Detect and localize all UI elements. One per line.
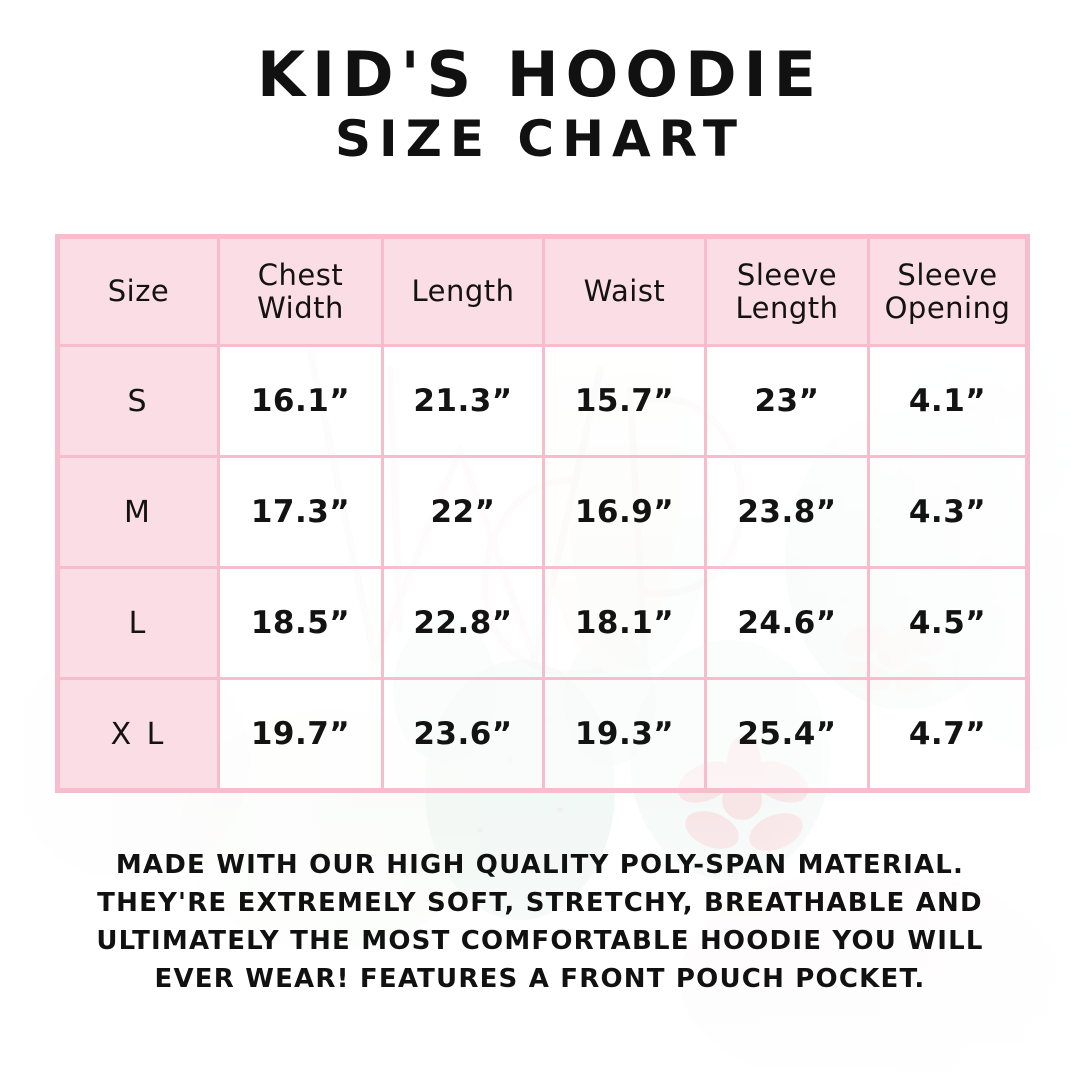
- cell-sleeve-length: 25.4”: [704, 677, 870, 792]
- cell-waist: 18.1”: [542, 566, 707, 680]
- size-chart-table-container: Size Chest Width Length Waist Sleeve Len: [55, 234, 1030, 793]
- description-line-4: EVER WEAR! FEATURES A FRONT POUCH POCKET…: [154, 964, 926, 994]
- title-line-1: KID'S HOODIE: [257, 38, 823, 111]
- cell-length: 22.8”: [381, 566, 545, 680]
- column-header-sleeve-opening-line1: Sleeve: [897, 258, 998, 293]
- column-header-sleeve-length: Sleeve Length: [704, 235, 870, 347]
- column-header-size: Size: [56, 235, 220, 347]
- table-header-row: Size Chest Width Length Waist Sleeve Len: [56, 235, 1029, 347]
- cell-sleeve-length: 23.8”: [704, 455, 870, 569]
- column-header-waist: Waist: [542, 235, 707, 347]
- cell-size: L: [56, 566, 220, 680]
- cell-chest-width: 17.3”: [217, 455, 384, 569]
- cell-chest-width: 16.1”: [217, 344, 384, 458]
- cell-waist: 16.9”: [542, 455, 707, 569]
- cell-size: X L: [56, 677, 220, 792]
- column-header-chest-width-line1: Chest: [257, 258, 344, 293]
- column-header-sleeve-opening: Sleeve Opening: [867, 235, 1029, 347]
- cell-sleeve-opening: 4.5”: [867, 566, 1029, 680]
- column-header-length: Length: [381, 235, 545, 347]
- description-line-1: MADE WITH OUR HIGH QUALITY POLY-SPAN MAT…: [115, 850, 965, 880]
- column-header-waist-label: Waist: [583, 274, 666, 309]
- cell-length: 22”: [381, 455, 545, 569]
- cell-chest-width: 19.7”: [217, 677, 384, 792]
- table-row: X L 19.7” 23.6” 19.3” 25.4” 4.7”: [56, 677, 1029, 792]
- column-header-sleeve-opening-line2: Opening: [884, 290, 1011, 325]
- cell-sleeve-opening: 4.1”: [867, 344, 1029, 458]
- table-row: L 18.5” 22.8” 18.1” 24.6” 4.5”: [56, 566, 1029, 680]
- cell-chest-width: 18.5”: [217, 566, 384, 680]
- title-line-2: SIZE CHART: [334, 110, 746, 169]
- table-row: S 16.1” 21.3” 15.7” 23” 4.1”: [56, 344, 1029, 458]
- column-header-length-label: Length: [411, 274, 515, 309]
- cell-size: M: [56, 455, 220, 569]
- column-header-chest-width-line2: Width: [257, 290, 344, 325]
- cell-sleeve-opening: 4.3”: [867, 455, 1029, 569]
- cell-size: S: [56, 344, 220, 458]
- table-header: Size Chest Width Length Waist Sleeve Len: [56, 235, 1029, 347]
- column-header-size-label: Size: [107, 274, 170, 309]
- size-chart-table: Size Chest Width Length Waist Sleeve Len: [55, 234, 1030, 793]
- column-header-sleeve-length-line1: Sleeve: [736, 258, 838, 293]
- cell-sleeve-opening: 4.7”: [867, 677, 1029, 792]
- cell-waist: 15.7”: [542, 344, 707, 458]
- table-row: M 17.3” 22” 16.9” 23.8” 4.3”: [56, 455, 1029, 569]
- cell-sleeve-length: 24.6”: [704, 566, 870, 680]
- cell-sleeve-length: 23”: [704, 344, 870, 458]
- cell-length: 23.6”: [381, 677, 545, 792]
- column-header-chest-width: Chest Width: [217, 235, 384, 347]
- column-header-sleeve-length-line2: Length: [735, 290, 839, 325]
- cell-length: 21.3”: [381, 344, 545, 458]
- cell-waist: 19.3”: [542, 677, 707, 792]
- description-line-3: ULTIMATELY THE MOST COMFORTABLE HOODIE Y…: [96, 926, 984, 956]
- product-description: MADE WITH OUR HIGH QUALITY POLY-SPAN MAT…: [0, 846, 1080, 998]
- table-body: S 16.1” 21.3” 15.7” 23” 4.1” M 17.3” 22”…: [56, 344, 1029, 792]
- description-line-2: THEY'RE EXTREMELY SOFT, STRETCHY, BREATH…: [97, 888, 983, 918]
- page-title: KID'S HOODIE SIZE CHART: [0, 42, 1080, 169]
